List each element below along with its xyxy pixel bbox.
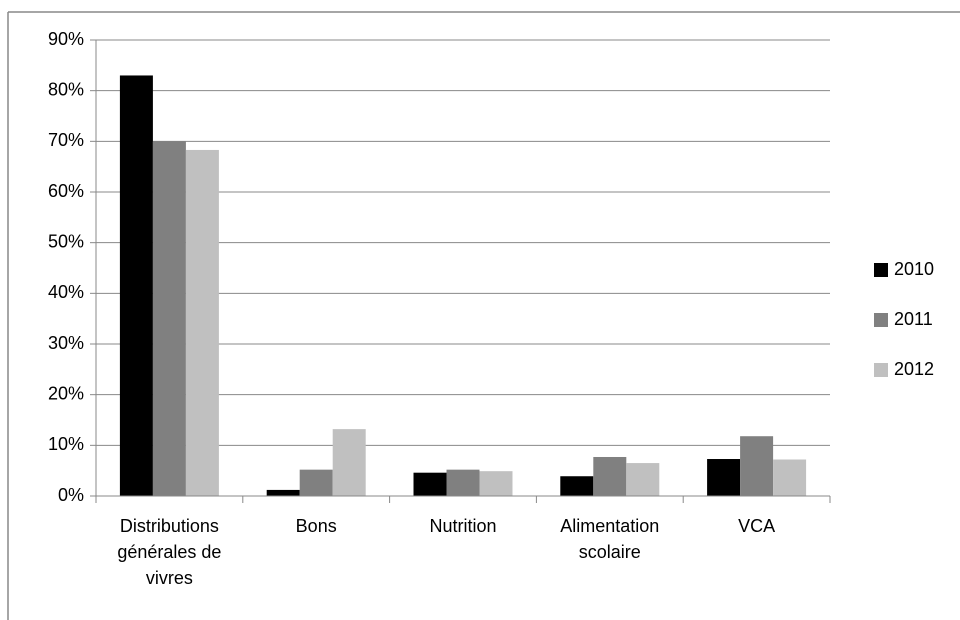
y-tick-label: 40% xyxy=(48,282,84,302)
bar xyxy=(299,469,333,496)
legend-label: 2011 xyxy=(894,309,933,329)
bar xyxy=(446,469,480,496)
x-tick-label: Bons xyxy=(295,516,337,536)
bar xyxy=(332,429,366,496)
bar xyxy=(266,489,300,496)
bar xyxy=(560,476,594,496)
legend-label: 2010 xyxy=(894,259,934,279)
bar xyxy=(773,459,807,496)
y-tick-label: 90% xyxy=(48,29,84,49)
x-tick-label: Distributions générales de vivres xyxy=(117,516,222,588)
legend-label: 2012 xyxy=(894,359,934,379)
y-tick-label: 30% xyxy=(48,333,84,353)
y-tick-label: 80% xyxy=(48,79,84,99)
y-tick-label: 50% xyxy=(48,231,84,251)
y-tick-label: 60% xyxy=(48,181,84,201)
y-tick-label: 70% xyxy=(48,130,84,150)
bar xyxy=(479,471,513,496)
legend-swatch xyxy=(874,313,888,327)
bar xyxy=(185,149,219,497)
y-tick-label: 0% xyxy=(58,485,84,505)
bar xyxy=(152,141,186,497)
bar xyxy=(740,436,774,496)
legend-swatch xyxy=(874,363,888,377)
bar xyxy=(593,456,627,496)
x-tick-label: Nutrition xyxy=(429,516,497,536)
bar xyxy=(119,75,153,496)
y-tick-label: 10% xyxy=(48,434,84,454)
bar xyxy=(413,472,447,496)
x-tick-label: Alimentation scolaire xyxy=(560,516,660,562)
x-tick-label: VCA xyxy=(738,516,776,536)
y-tick-label: 20% xyxy=(48,383,84,403)
bar xyxy=(707,459,741,496)
bar xyxy=(626,463,660,496)
legend-swatch xyxy=(874,263,888,277)
